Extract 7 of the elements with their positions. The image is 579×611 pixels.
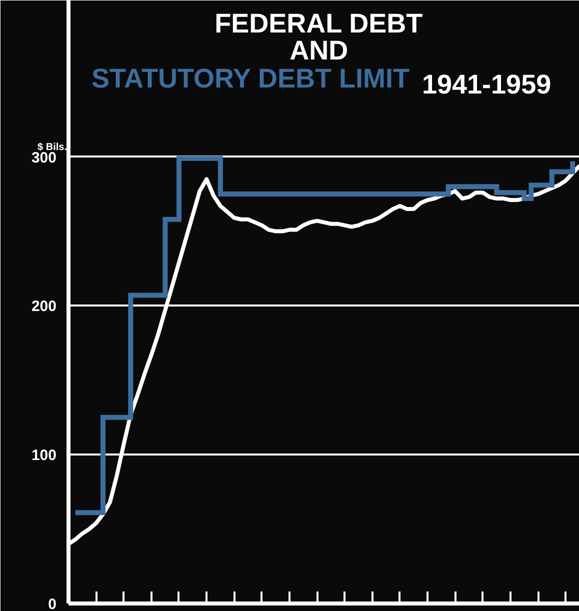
text: FEDERAL DEBT AND xyxy=(214,8,424,66)
y-tick-label: 0 xyxy=(48,596,56,611)
y-tick-label: 200 xyxy=(31,298,57,316)
y-tick-label: 100 xyxy=(31,447,57,464)
text: STATUTORY DEBT LIMIT xyxy=(92,64,410,94)
text: 1941-1959 xyxy=(422,70,552,100)
y-axis-title: $ Bils. xyxy=(38,141,67,153)
